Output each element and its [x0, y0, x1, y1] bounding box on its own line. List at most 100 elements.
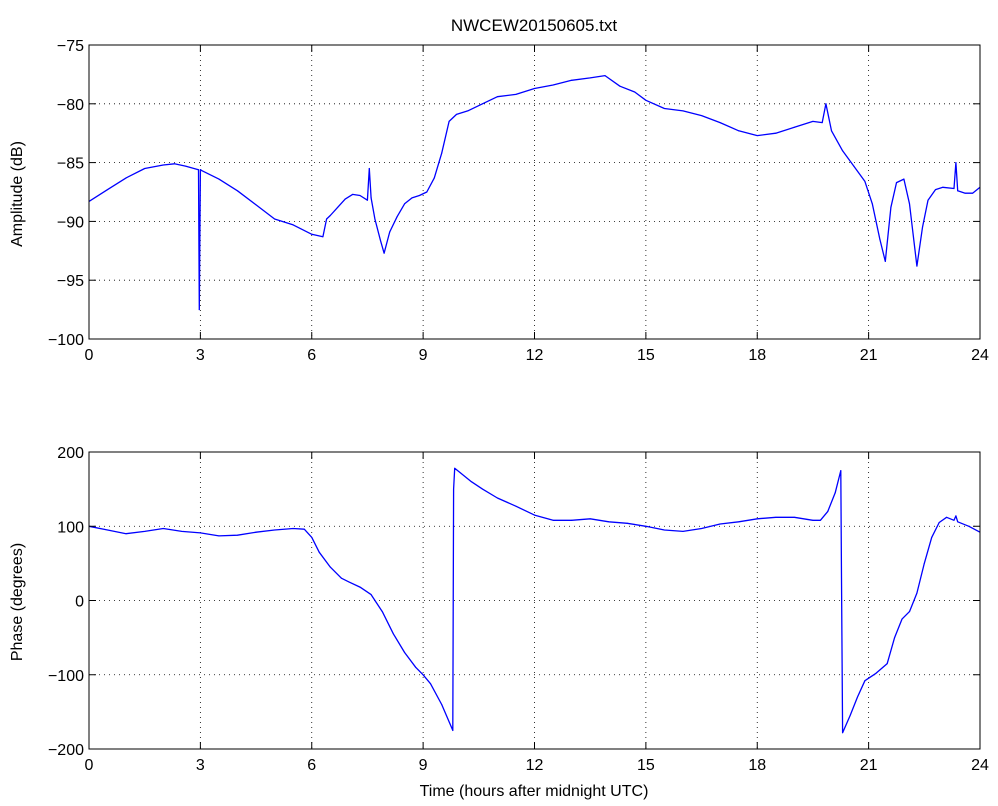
data-point — [185, 165, 187, 167]
data-point — [379, 239, 381, 241]
data-point — [482, 488, 484, 490]
data-point — [482, 103, 484, 105]
data-point — [337, 206, 339, 208]
data-point — [812, 519, 814, 521]
y-tick-label: −80 — [57, 97, 84, 114]
data-point — [368, 167, 370, 169]
data-point — [864, 680, 866, 682]
data-point — [821, 122, 823, 124]
data-point — [534, 514, 535, 516]
data-point — [404, 203, 406, 205]
data-point — [972, 192, 974, 194]
data-point — [938, 522, 940, 524]
data-point — [199, 532, 201, 534]
data-point — [303, 528, 305, 530]
data-point — [827, 510, 829, 512]
data-point — [957, 190, 959, 192]
data-point — [608, 521, 610, 523]
data-point — [374, 218, 376, 220]
y-tick-label: −85 — [57, 156, 84, 173]
data-point — [326, 218, 328, 220]
data-point — [571, 79, 573, 81]
y-tick-label: −95 — [57, 273, 84, 290]
data-point — [415, 666, 417, 668]
data-point — [255, 204, 257, 206]
chart-title: NWCEW20150605.txt — [451, 16, 618, 35]
data-point — [454, 467, 456, 469]
data-point — [453, 488, 455, 490]
data-point — [793, 126, 795, 128]
x-tick-label: 6 — [307, 757, 316, 774]
data-point — [682, 110, 684, 112]
data-point — [318, 551, 320, 553]
data-point — [441, 703, 443, 705]
x-tick-label: 9 — [419, 347, 428, 364]
y-tick-label: 200 — [57, 445, 84, 462]
data-point — [515, 505, 517, 507]
data-point — [467, 110, 469, 112]
y-tick-label: −75 — [57, 38, 84, 55]
data-point — [908, 611, 910, 613]
data-point — [738, 521, 740, 523]
data-point — [201, 170, 203, 172]
data-point — [968, 525, 970, 527]
y-tick-label: −100 — [48, 332, 84, 349]
data-point — [433, 177, 435, 179]
data-point — [274, 218, 276, 220]
data-point — [496, 96, 498, 98]
data-point — [927, 199, 929, 201]
data-point — [125, 533, 127, 535]
data-point — [255, 531, 257, 533]
data-point — [879, 238, 881, 240]
data-point — [274, 529, 276, 531]
data-point — [842, 732, 844, 734]
x-tick-label: 3 — [196, 347, 205, 364]
data-point — [916, 592, 918, 594]
data-point — [448, 120, 450, 122]
data-point — [886, 663, 888, 665]
data-point — [441, 152, 443, 154]
data-point — [645, 99, 647, 101]
data-point — [946, 516, 948, 518]
data-point — [894, 637, 896, 639]
y-tick-label: −200 — [48, 742, 84, 759]
data-point — [552, 84, 554, 86]
data-point — [895, 182, 897, 184]
data-point — [359, 586, 361, 588]
data-point — [942, 186, 944, 188]
data-point — [840, 470, 842, 472]
x-tick-label: 18 — [748, 757, 766, 774]
data-point — [619, 85, 621, 87]
data-point — [237, 190, 238, 192]
data-point — [957, 521, 959, 523]
data-point — [775, 516, 777, 518]
data-point — [923, 562, 925, 564]
data-point — [359, 195, 361, 197]
data-point — [348, 581, 350, 583]
data-point — [831, 130, 832, 132]
data-point — [311, 233, 313, 235]
data-point — [344, 198, 346, 200]
x-tick-label: 21 — [860, 757, 878, 774]
data-point — [834, 492, 836, 494]
data-point — [173, 163, 175, 165]
data-point — [571, 519, 573, 521]
data-point — [144, 530, 146, 532]
data-point — [756, 518, 758, 520]
data-point — [626, 522, 628, 524]
phase-ylabel: Phase (degrees) — [9, 543, 26, 661]
data-point — [162, 164, 164, 166]
data-point — [366, 199, 368, 201]
data-point — [198, 309, 200, 311]
data-point — [663, 108, 665, 110]
data-point — [292, 527, 294, 529]
data-point — [144, 167, 146, 169]
data-point — [311, 536, 313, 538]
data-point — [107, 189, 109, 191]
data-point — [237, 534, 238, 536]
phase-xlabel: Time (hours after midnight UTC) — [420, 783, 649, 800]
x-tick-label: 0 — [85, 347, 94, 364]
data-point — [604, 75, 606, 77]
data-point — [775, 132, 777, 134]
data-point — [890, 206, 892, 208]
